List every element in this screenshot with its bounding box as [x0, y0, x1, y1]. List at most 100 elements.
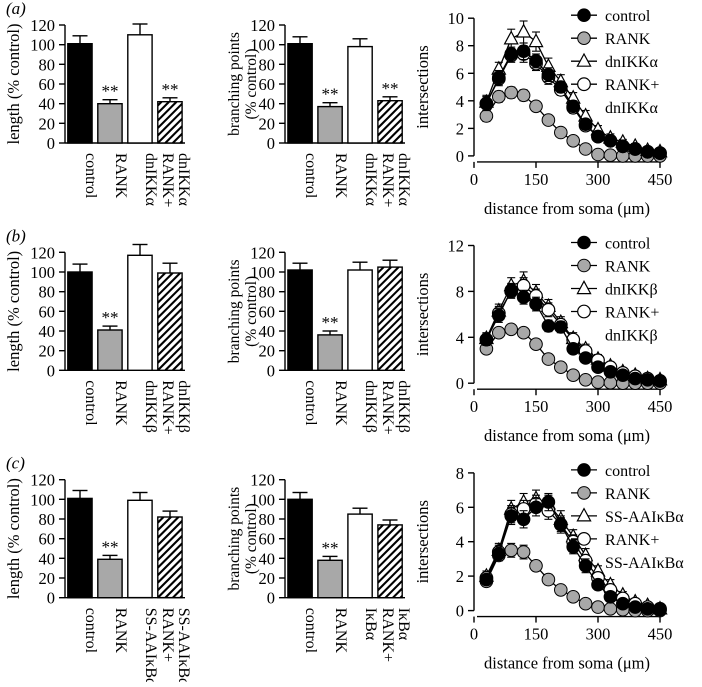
svg-text:RANK: RANK — [605, 259, 651, 276]
svg-text:0: 0 — [47, 134, 55, 153]
svg-text:8: 8 — [456, 282, 464, 301]
svg-text:RANK+: RANK+ — [605, 305, 659, 322]
svg-text:**: ** — [102, 308, 119, 327]
svg-text:RANK: RANK — [112, 380, 129, 426]
svg-text:control: control — [605, 236, 651, 253]
svg-text:(c): (c) — [6, 454, 25, 473]
svg-text:60: 60 — [259, 302, 276, 321]
svg-text:RANK: RANK — [112, 608, 129, 654]
svg-text:RANK+: RANK+ — [159, 380, 176, 434]
svg-text:**: ** — [162, 80, 179, 99]
svg-text:100: 100 — [30, 36, 55, 55]
svg-text:distance from soma (μm): distance from soma (μm) — [484, 199, 650, 218]
svg-text:control: control — [302, 608, 319, 654]
svg-text:80: 80 — [259, 510, 276, 529]
svg-text:300: 300 — [586, 170, 611, 189]
svg-text:RANK+: RANK+ — [605, 532, 659, 549]
svg-text:120: 120 — [250, 16, 275, 35]
svg-text:length (% control): length (% control) — [4, 478, 23, 599]
svg-text:450: 450 — [648, 625, 673, 644]
svg-text:8: 8 — [456, 464, 464, 483]
svg-text:dnIKKα: dnIKKα — [605, 54, 658, 71]
svg-text:20: 20 — [39, 114, 56, 133]
svg-text:0: 0 — [267, 589, 275, 608]
svg-text:RANK+: RANK+ — [159, 153, 176, 207]
svg-text:120: 120 — [250, 471, 275, 490]
svg-text:2: 2 — [456, 567, 464, 586]
svg-text:distance from soma (μm): distance from soma (μm) — [484, 654, 650, 673]
svg-text:RANK+: RANK+ — [159, 608, 176, 662]
svg-text:SS-AAIκBα: SS-AAIκBα — [605, 555, 684, 572]
svg-text:300: 300 — [586, 397, 611, 416]
svg-text:100: 100 — [30, 263, 55, 282]
svg-text:10: 10 — [448, 9, 465, 28]
svg-text:RANK: RANK — [112, 153, 129, 199]
svg-text:0: 0 — [267, 361, 275, 380]
svg-text:20: 20 — [39, 569, 56, 588]
svg-text:control: control — [82, 608, 99, 654]
svg-text:60: 60 — [39, 530, 56, 549]
svg-text:dnIKKβ: dnIKKβ — [605, 282, 658, 299]
svg-text:RANK: RANK — [605, 31, 651, 48]
svg-text:60: 60 — [39, 302, 56, 321]
svg-text:**: ** — [102, 537, 119, 556]
svg-text:20: 20 — [259, 342, 276, 361]
svg-text:0: 0 — [456, 374, 464, 393]
svg-text:8: 8 — [456, 37, 464, 56]
svg-text:control: control — [302, 153, 319, 199]
svg-text:150: 150 — [524, 625, 549, 644]
svg-text:IκBα: IκBα — [395, 608, 412, 641]
svg-text:dnIKKα: dnIKKα — [142, 153, 159, 206]
svg-text:300: 300 — [586, 625, 611, 644]
svg-text:length (% control): length (% control) — [4, 251, 23, 372]
svg-text:**: ** — [322, 313, 339, 332]
svg-text:(a): (a) — [6, 0, 26, 18]
svg-text:dnIKKβ: dnIKKβ — [142, 380, 159, 433]
svg-text:RANK+: RANK+ — [379, 153, 396, 207]
svg-text:150: 150 — [524, 170, 549, 189]
svg-text:6: 6 — [456, 498, 464, 517]
svg-text:120: 120 — [30, 243, 55, 262]
svg-text:4: 4 — [456, 533, 464, 552]
svg-text:20: 20 — [39, 342, 56, 361]
svg-text:intersections: intersections — [413, 273, 432, 356]
svg-text:2: 2 — [456, 119, 464, 138]
svg-text:120: 120 — [250, 243, 275, 262]
svg-text:0: 0 — [456, 602, 464, 621]
svg-text:SS-AAIκBα: SS-AAIκBα — [175, 608, 192, 682]
svg-text:80: 80 — [39, 283, 56, 302]
svg-text:(% control): (% control) — [243, 276, 260, 347]
svg-text:**: ** — [102, 82, 119, 101]
svg-text:120: 120 — [30, 471, 55, 490]
svg-text:0: 0 — [456, 147, 464, 166]
svg-text:dnIKKβ: dnIKKβ — [362, 380, 379, 433]
svg-text:(% control): (% control) — [243, 503, 260, 574]
svg-text:distance from soma (μm): distance from soma (μm) — [484, 426, 650, 445]
svg-text:dnIKKα: dnIKKα — [362, 153, 379, 206]
svg-text:dnIKKα: dnIKKα — [605, 100, 658, 117]
svg-text:**: ** — [322, 85, 339, 104]
svg-text:dnIKKβ: dnIKKβ — [175, 380, 192, 433]
svg-text:control: control — [82, 153, 99, 199]
svg-text:450: 450 — [648, 170, 673, 189]
svg-text:intersections: intersections — [413, 45, 432, 128]
svg-text:40: 40 — [39, 95, 56, 114]
svg-text:RANK: RANK — [332, 608, 349, 654]
svg-text:**: ** — [322, 538, 339, 557]
svg-text:dnIKKα: dnIKKα — [395, 153, 412, 206]
svg-text:4: 4 — [456, 92, 464, 111]
svg-text:branching points: branching points — [226, 259, 243, 363]
svg-text:SS-AAIκBα: SS-AAIκBα — [605, 509, 684, 526]
svg-text:80: 80 — [39, 55, 56, 74]
svg-text:IκBα: IκBα — [362, 608, 379, 641]
svg-text:450: 450 — [648, 397, 673, 416]
svg-text:RANK+: RANK+ — [379, 380, 396, 434]
svg-text:20: 20 — [259, 114, 276, 133]
svg-text:RANK+: RANK+ — [379, 608, 396, 662]
svg-text:0: 0 — [267, 134, 275, 153]
svg-text:100: 100 — [30, 490, 55, 509]
svg-text:80: 80 — [39, 510, 56, 529]
svg-text:SS-AAIκBα: SS-AAIκBα — [142, 608, 159, 682]
svg-text:80: 80 — [259, 283, 276, 302]
svg-text:60: 60 — [39, 75, 56, 94]
